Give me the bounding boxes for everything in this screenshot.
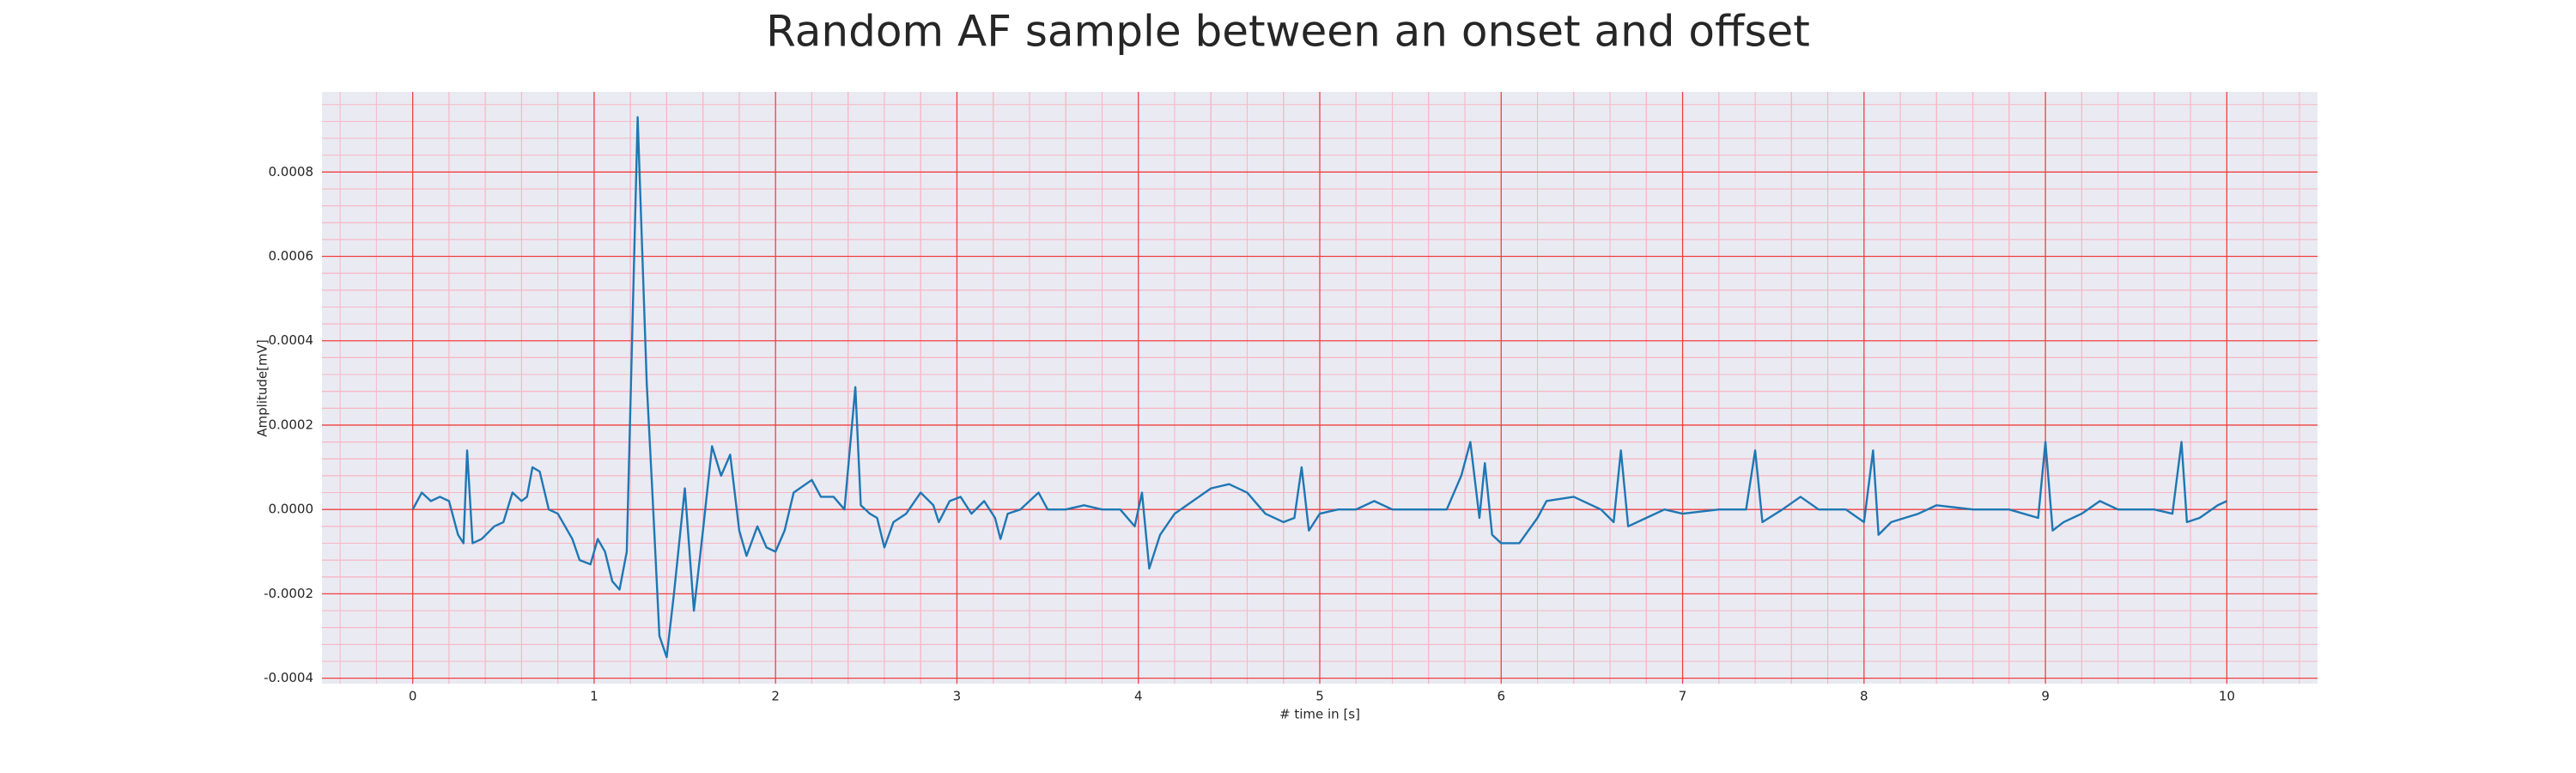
y-tick-label: 0.0000 [269,502,314,517]
y-tick-label: -0.0004 [264,670,313,685]
y-tick-label: 0.0004 [269,332,314,348]
x-tick-label: 2 [771,689,780,704]
x-tick-label: 6 [1497,689,1505,704]
x-tick-label: 1 [590,689,598,704]
x-tick-label: 5 [1315,689,1324,704]
y-tick-label: 0.0006 [269,248,314,264]
x-tick-label: 3 [953,689,962,704]
x-tick-label: 4 [1134,689,1143,704]
y-tick-label: 0.0002 [269,417,314,432]
chart-title: Random AF sample between an onset and of… [766,7,1810,57]
y-axis-label: Amplitude[mV] [255,339,270,436]
x-tick-label: 8 [1860,689,1868,704]
y-tick-label: 0.0008 [269,164,314,180]
data-line [411,116,2227,659]
x-axis-label: # time in [s] [1279,707,1360,722]
x-tick-label: 0 [409,689,417,704]
x-tick-label: 10 [2219,689,2235,704]
x-tick-label: 9 [2041,689,2050,704]
y-tick-label: -0.0002 [264,586,313,601]
x-tick-label: 7 [1679,689,1687,704]
